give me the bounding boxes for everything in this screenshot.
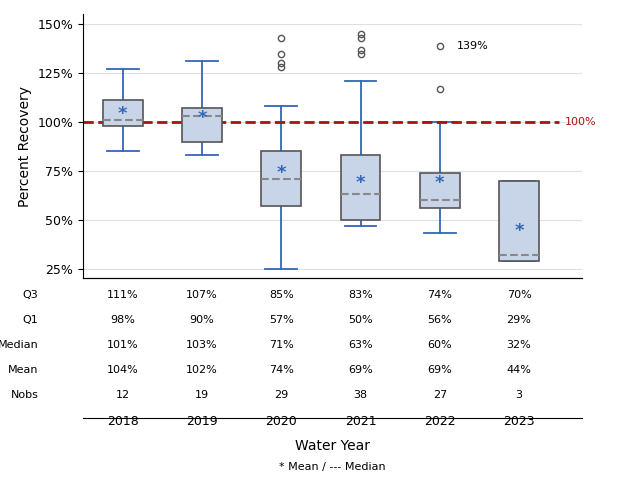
Text: 111%: 111% bbox=[107, 290, 139, 300]
Text: 102%: 102% bbox=[186, 365, 218, 375]
Text: 56%: 56% bbox=[428, 315, 452, 325]
Text: 74%: 74% bbox=[269, 365, 294, 375]
Bar bbox=[103, 100, 143, 126]
Text: 32%: 32% bbox=[507, 340, 531, 350]
Text: 100%: 100% bbox=[565, 117, 596, 127]
Text: 98%: 98% bbox=[110, 315, 135, 325]
Text: 29%: 29% bbox=[507, 315, 531, 325]
Text: 2021: 2021 bbox=[345, 415, 376, 428]
Text: 63%: 63% bbox=[348, 340, 373, 350]
Text: 2019: 2019 bbox=[186, 415, 218, 428]
Text: 74%: 74% bbox=[428, 290, 452, 300]
Text: 19: 19 bbox=[195, 390, 209, 400]
Text: 101%: 101% bbox=[107, 340, 139, 350]
Text: 104%: 104% bbox=[107, 365, 139, 375]
Text: *: * bbox=[515, 222, 524, 240]
Text: 103%: 103% bbox=[186, 340, 218, 350]
Text: 60%: 60% bbox=[428, 340, 452, 350]
Text: 85%: 85% bbox=[269, 290, 294, 300]
Text: 3: 3 bbox=[515, 390, 522, 400]
Bar bbox=[340, 155, 380, 220]
Text: 44%: 44% bbox=[507, 365, 531, 375]
Text: 69%: 69% bbox=[348, 365, 373, 375]
Text: *: * bbox=[356, 174, 365, 192]
Y-axis label: Percent Recovery: Percent Recovery bbox=[18, 86, 32, 207]
Text: 57%: 57% bbox=[269, 315, 294, 325]
Bar bbox=[262, 151, 301, 206]
Text: Q3: Q3 bbox=[23, 290, 38, 300]
Text: Q1: Q1 bbox=[23, 315, 38, 325]
Text: Median: Median bbox=[0, 340, 38, 350]
Text: 2022: 2022 bbox=[424, 415, 456, 428]
Text: *: * bbox=[435, 174, 445, 192]
Text: 50%: 50% bbox=[348, 315, 373, 325]
Text: *: * bbox=[118, 105, 127, 123]
Text: 69%: 69% bbox=[428, 365, 452, 375]
Bar bbox=[182, 108, 222, 142]
Text: Water Year: Water Year bbox=[295, 439, 371, 454]
Text: Mean: Mean bbox=[8, 365, 38, 375]
Text: 71%: 71% bbox=[269, 340, 294, 350]
Text: Nobs: Nobs bbox=[11, 390, 38, 400]
Text: 107%: 107% bbox=[186, 290, 218, 300]
Text: * Mean / --- Median: * Mean / --- Median bbox=[280, 462, 386, 472]
Text: 2018: 2018 bbox=[107, 415, 139, 428]
Text: 27: 27 bbox=[433, 390, 447, 400]
Text: *: * bbox=[276, 164, 286, 182]
Text: 2023: 2023 bbox=[503, 415, 535, 428]
Text: 2020: 2020 bbox=[266, 415, 297, 428]
Bar bbox=[420, 173, 460, 208]
Text: 29: 29 bbox=[274, 390, 289, 400]
Text: 70%: 70% bbox=[507, 290, 531, 300]
Text: 83%: 83% bbox=[348, 290, 373, 300]
Text: 139%: 139% bbox=[457, 41, 489, 51]
Text: 38: 38 bbox=[353, 390, 367, 400]
Bar bbox=[499, 180, 539, 261]
Text: *: * bbox=[197, 109, 207, 127]
Text: 90%: 90% bbox=[189, 315, 214, 325]
Text: 12: 12 bbox=[116, 390, 130, 400]
